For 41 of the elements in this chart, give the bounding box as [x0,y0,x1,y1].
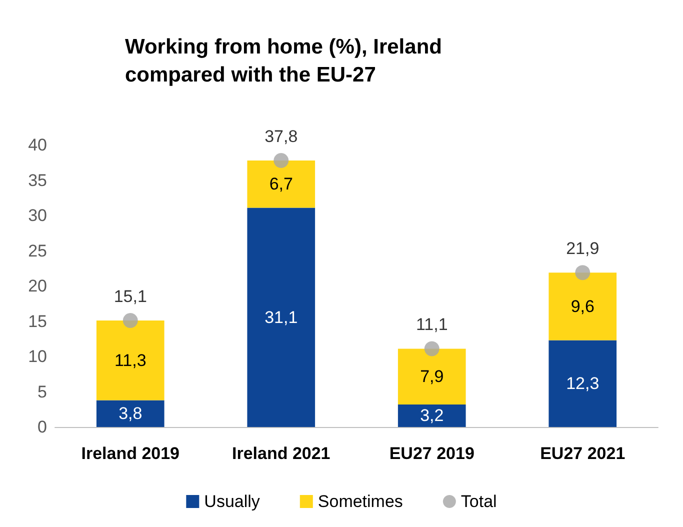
bar [247,208,316,427]
y-tick-label: 5 [38,382,47,402]
x-tick-label: EU27 2021 [540,444,626,463]
y-tick-label: 25 [28,241,47,260]
bar [398,404,466,427]
x-tick-label: Ireland 2019 [81,444,180,463]
point [424,341,440,356]
bar [96,320,164,400]
legend-label: Sometimes [318,492,403,511]
data-label: 7,9 [420,367,444,386]
legend-label: Usually [204,492,260,511]
bar [398,348,466,404]
y-tick-label: 0 [38,418,47,436]
bar [548,272,617,340]
bar [548,340,617,427]
y-tick-label: 10 [28,347,47,366]
y-tick-label: 40 [28,136,47,154]
y-tick-label: 30 [28,206,47,225]
point [575,265,590,280]
x-tick-label: Ireland 2021 [232,444,330,463]
chart-title: Working from home (%), Ireland compared with the EU-27 [125,36,448,86]
x-tick-label: EU27 2019 [389,444,474,463]
y-tick-label: 15 [28,312,47,331]
data-label: 6,7 [269,174,293,194]
data-label: 11,3 [114,350,146,370]
bar [247,160,316,208]
data-label: 3,8 [118,404,142,424]
data-label: 31,1 [264,308,298,327]
data-label: 37,8 [264,127,298,146]
data-label: 12,3 [566,374,600,394]
data-label: 3,2 [420,406,444,426]
data-label: 11,1 [416,315,448,334]
legend-label: Total [460,492,497,511]
data-label: 15,1 [114,287,147,306]
y-tick-label: 35 [28,170,47,190]
data-label: 9,6 [570,296,594,316]
bar [96,400,164,427]
point [274,153,289,168]
y-tick-label: 20 [28,276,47,296]
data-label: 21,9 [566,239,600,258]
point [122,313,138,328]
